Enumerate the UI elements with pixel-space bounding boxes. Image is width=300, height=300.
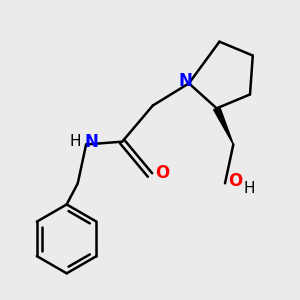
Text: N: N	[84, 133, 98, 151]
Text: N: N	[178, 72, 192, 90]
Polygon shape	[214, 107, 233, 144]
Text: O: O	[228, 172, 242, 190]
Text: O: O	[155, 164, 169, 182]
Text: H: H	[243, 182, 255, 196]
Text: H: H	[69, 134, 81, 149]
